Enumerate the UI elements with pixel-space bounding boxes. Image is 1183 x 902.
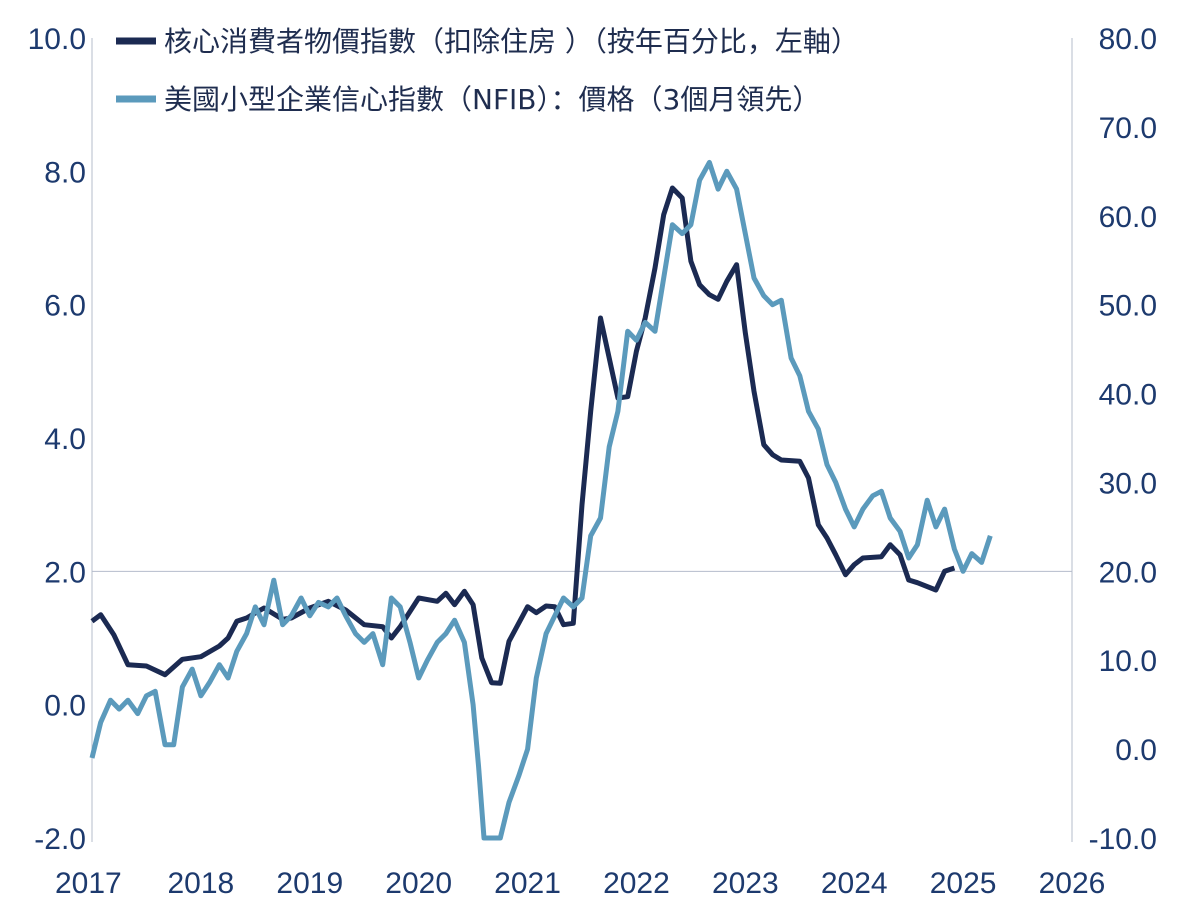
x-tick-label: 2018 <box>168 867 235 900</box>
right-y-tick-label: 20.0 <box>1099 556 1157 589</box>
left-y-tick-label: 4.0 <box>44 423 86 456</box>
right-y-tick-label: 0.0 <box>1115 734 1157 767</box>
x-tick-label: 2023 <box>712 867 779 900</box>
x-tick-label: 2026 <box>1039 867 1106 900</box>
right-y-tick-label: 40.0 <box>1099 379 1157 412</box>
tick-labels: 10.0 8.0 6.0 4.0 2.0 0.0 -2.0 80.0 70.0 60.0 50.0 4… <box>28 23 1157 900</box>
x-tick-label: 2022 <box>603 867 670 900</box>
x-tick-label: 2017 <box>55 867 122 900</box>
right-y-tick-label: 60.0 <box>1099 201 1157 234</box>
right-y-tick-label: 10.0 <box>1099 645 1157 678</box>
legend-label-core-cpi: 核心消費者物價指數（扣除住房 ）（按年百分比，左軸） <box>164 25 859 58</box>
x-tick-label: 2025 <box>930 867 997 900</box>
left-y-tick-label: 8.0 <box>44 156 86 189</box>
x-tick-label: 2020 <box>385 867 452 900</box>
axes <box>91 38 1073 842</box>
right-y-tick-label: 80.0 <box>1099 23 1157 56</box>
legend: 核心消費者物價指數（扣除住房 ）（按年百分比，左軸） 美國小型企業信心指數（NF… <box>116 25 859 116</box>
legend-item-nfib: 美國小型企業信心指數（NFIB）：價格（3個月領先） <box>116 83 820 116</box>
series-line-nfib-prices <box>89 159 993 841</box>
legend-item-core-cpi: 核心消費者物價指數（扣除住房 ）（按年百分比，左軸） <box>116 25 859 58</box>
right-y-tick-label: -10.0 <box>1089 823 1157 856</box>
x-tick-label: 2019 <box>276 867 343 900</box>
right-y-tick-label: 50.0 <box>1099 290 1157 323</box>
left-y-tick-label: 6.0 <box>44 290 86 323</box>
left-y-tick-label: 10.0 <box>28 23 86 56</box>
left-y-tick-label: -2.0 <box>34 823 86 856</box>
legend-label-nfib: 美國小型企業信心指數（NFIB）：價格（3個月領先） <box>164 83 820 116</box>
x-tick-label: 2024 <box>821 867 888 900</box>
right-y-tick-label: 30.0 <box>1099 467 1157 500</box>
left-y-tick-label: 0.0 <box>44 690 86 723</box>
x-tick-label: 2021 <box>494 867 561 900</box>
right-y-tick-label: 70.0 <box>1099 112 1157 145</box>
series-lines <box>89 159 993 841</box>
series-line-core-cpi <box>90 185 956 686</box>
left-y-tick-label: 2.0 <box>44 556 86 589</box>
